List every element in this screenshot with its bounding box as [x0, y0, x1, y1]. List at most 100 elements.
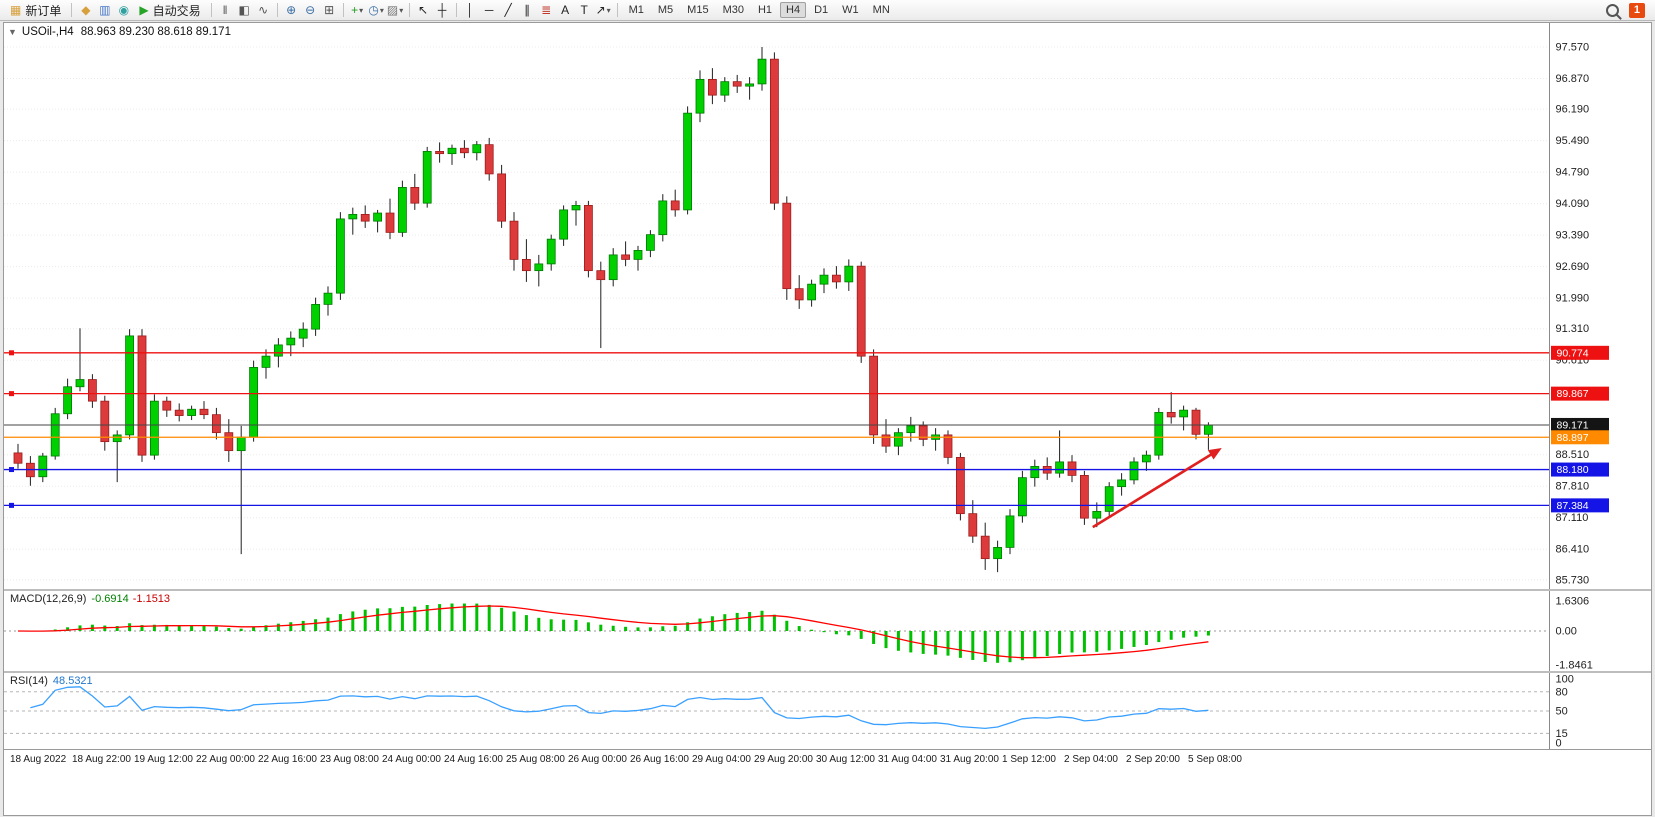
candle-down	[968, 513, 978, 537]
toolbar-separator	[408, 3, 410, 17]
indicators-add-icon[interactable]: + ▾	[348, 2, 367, 19]
terminal-icon[interactable]: ◉	[114, 2, 133, 19]
price-chart-canvas[interactable]: 97.570 96.870 96.190 95.490 94.790 94.090 93.3…	[4, 23, 1651, 589]
timeframe-button-mn[interactable]: MN	[872, 4, 890, 16]
candle-down	[162, 400, 172, 411]
periods-icon[interactable]: ◷ ▾	[367, 2, 386, 19]
templates-icon[interactable]: ▨ ▾	[386, 2, 405, 19]
bar-chart-icon[interactable]: ‖	[216, 2, 235, 19]
periods-glyph: ◷	[368, 3, 379, 17]
candle-up	[658, 200, 668, 236]
candle-down	[137, 335, 147, 456]
zoom-in-glyph: ⊕	[286, 3, 297, 17]
candle-up	[63, 386, 72, 415]
rsi-axis-label: 100	[1556, 674, 1574, 686]
crosshair-icon[interactable]: ┼	[433, 2, 452, 19]
rsi-axis-label: 0	[1556, 738, 1562, 750]
navigator-icon[interactable]: ▥	[95, 2, 114, 19]
new-order-button-label: 新订单	[25, 3, 62, 18]
timeframe-button-m30[interactable]: M30	[722, 4, 744, 16]
macd-panel: 1.6306 0.00 -1.8461 MACD(12,26,9) -0.6914 -1…	[4, 591, 1651, 671]
candle-up	[1154, 411, 1164, 456]
candlestick-chart-icon[interactable]: ◧	[235, 2, 254, 19]
notification-badge[interactable]: 1	[1628, 2, 1645, 18]
timeframe-button-w1[interactable]: W1	[842, 4, 859, 16]
panel-divider[interactable]	[4, 671, 1651, 673]
timeframe-button-h4[interactable]: H4	[780, 2, 807, 18]
rsi-name: RSI(14)	[10, 675, 48, 687]
text-label-icon[interactable]: T	[575, 2, 594, 19]
trendline-icon[interactable]: ╱	[499, 2, 518, 19]
time-axis-label: 5 Sep 08:00	[1188, 754, 1242, 765]
candle-up	[757, 58, 767, 85]
price-badge	[1551, 498, 1609, 513]
line-chart-icon[interactable]: ∿	[254, 2, 273, 19]
timeframe-button-d1[interactable]: D1	[814, 4, 829, 16]
toolbar-separator	[210, 3, 212, 17]
candle-down	[360, 213, 370, 222]
candle-down	[410, 186, 420, 204]
candle-down	[584, 204, 593, 272]
price-axis-label: 95.490	[1556, 135, 1590, 147]
macd-main-value: -0.6914	[91, 593, 129, 605]
time-axis-label: 26 Aug 00:00	[568, 754, 627, 765]
time-axis-label: 24 Aug 16:00	[444, 754, 503, 765]
arrows-icon[interactable]: ↗ ▾	[594, 2, 613, 19]
rsi-label: RSI(14) 48.5321	[10, 675, 93, 687]
panel-divider[interactable]	[4, 589, 1651, 591]
indicators-add-icon-caret: ▾	[359, 5, 364, 15]
candle-up	[323, 292, 333, 305]
zoom-in-icon[interactable]: ⊕	[282, 2, 301, 19]
horizontal-line-icon[interactable]: ─	[480, 2, 499, 19]
candle-down	[1166, 411, 1176, 418]
tile-windows-icon[interactable]: ⊞	[320, 2, 339, 19]
timeframe-button-m1[interactable]: M1	[628, 4, 644, 16]
price-axis-label: 87.110	[1556, 512, 1589, 524]
line-handle[interactable]	[9, 467, 14, 473]
candle-up	[1104, 486, 1114, 512]
search-icon[interactable]	[1605, 3, 1619, 17]
text-icon[interactable]: A	[556, 2, 575, 19]
candle-down	[708, 79, 717, 96]
candle-up	[993, 547, 1002, 560]
zoom-out-icon[interactable]: ⊖	[301, 2, 320, 19]
candle-up	[1204, 424, 1213, 435]
one-click-collapse-icon[interactable]: ▼	[8, 27, 17, 37]
candle-up	[1092, 510, 1102, 519]
macd-chart-canvas[interactable]: 1.6306 0.00 -1.8461	[4, 591, 1651, 671]
vertical-line-icon[interactable]: │	[461, 2, 480, 19]
candle-down	[88, 379, 97, 402]
line-handle[interactable]	[9, 391, 14, 397]
price-axis-label: 97.570	[1556, 42, 1590, 54]
candle-up	[646, 234, 655, 251]
channel-icon[interactable]: ∥	[518, 2, 537, 19]
trend-arrow[interactable]	[1092, 449, 1218, 529]
autotrade-button[interactable]: ▶ 自动交易	[133, 1, 206, 20]
cursor-icon[interactable]: ↖	[414, 2, 433, 19]
templates-icon-caret: ▾	[399, 5, 404, 15]
fibonacci-icon[interactable]: ≣	[537, 2, 556, 19]
candle-up	[1055, 461, 1064, 474]
price-badge-label: 89.867	[1557, 388, 1589, 400]
timeframe-button-m5[interactable]: M5	[657, 4, 674, 16]
market-watch-icon[interactable]: ◆	[76, 2, 95, 19]
rsi-panel: 100 80 50 15 0 RSI(14) 48.5321	[4, 673, 1651, 749]
candle-up	[1117, 479, 1126, 488]
time-axis-label: 18 Aug 2022	[10, 754, 67, 765]
candle-down	[1067, 461, 1077, 476]
new-order-button[interactable]: ▦ 新订单	[4, 1, 67, 20]
trend-arrow-head[interactable]	[1207, 447, 1222, 460]
candle-down	[770, 58, 779, 204]
price-badge-label: 87.384	[1557, 500, 1589, 512]
line-handle[interactable]	[9, 502, 14, 508]
line-handle[interactable]	[9, 350, 14, 356]
toolbar-separator	[342, 3, 344, 17]
candle-down	[670, 200, 680, 211]
timeframe-button-h1[interactable]: H1	[757, 4, 773, 16]
time-axis[interactable]: 18 Aug 2022 18 Aug 22:00 19 Aug 12:00 22 Au…	[4, 749, 1651, 770]
price-badge	[1551, 386, 1609, 401]
navigator-glyph: ▥	[99, 3, 111, 17]
price-panel: 97.570 96.870 96.190 95.490 94.790 94.090 93.3…	[4, 23, 1651, 589]
timeframe-button-m15[interactable]: M15	[687, 4, 709, 16]
